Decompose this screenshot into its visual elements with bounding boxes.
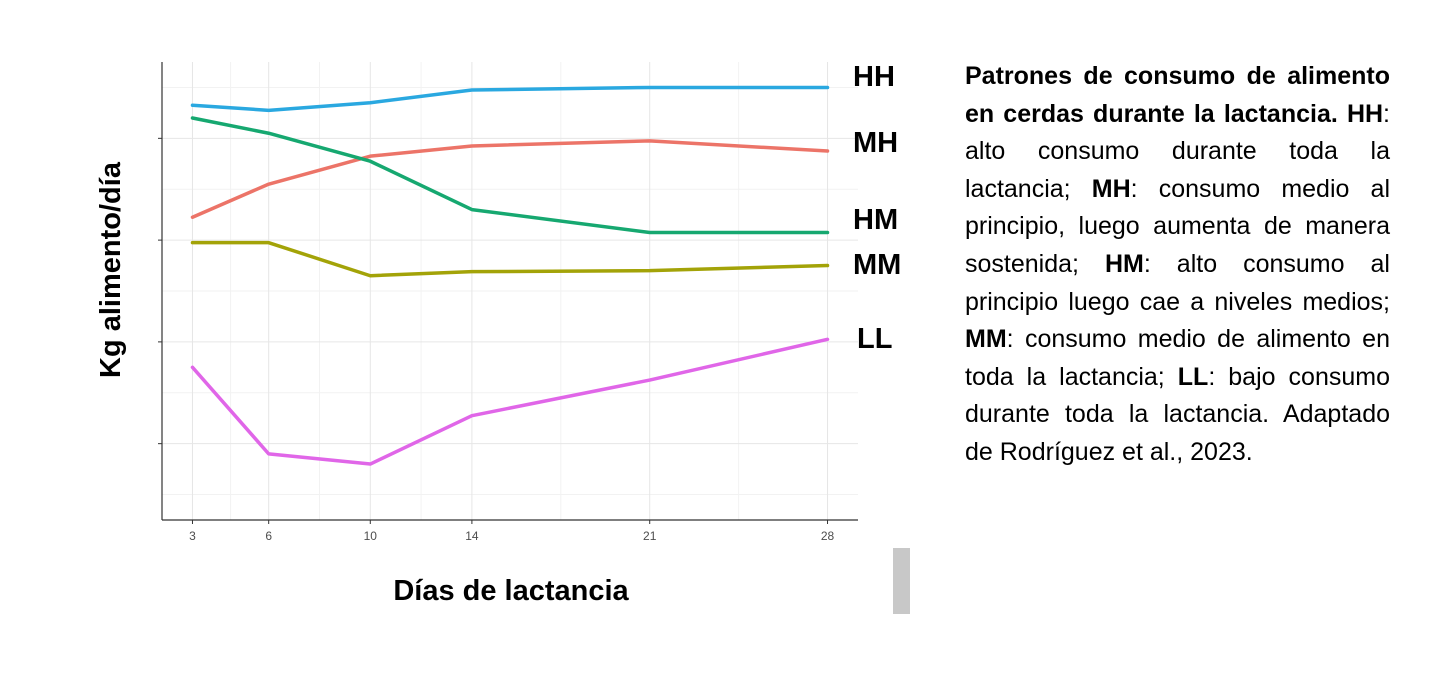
- grid-lines: [162, 62, 858, 520]
- axes: [158, 62, 858, 524]
- caption-code-hh: HH: [1346, 99, 1384, 128]
- series-line-hm: [190, 116, 830, 235]
- series-lines: [190, 85, 830, 466]
- series-label-hh: HH: [853, 61, 895, 93]
- series-label-mm: MM: [853, 249, 900, 281]
- x-tick-label: 6: [265, 529, 272, 543]
- caption-code-hm: HM: [1104, 249, 1144, 278]
- figure-caption: Patrones de consumo de alimento en cerda…: [965, 58, 1390, 472]
- caption-title: Patrones de consumo de alimento en cerda…: [965, 62, 1390, 128]
- caption-text-hm: : alto consumo al principio luego cae a …: [965, 249, 1390, 316]
- x-tick-label: 3: [189, 529, 196, 543]
- x-axis-title: Días de lactancia: [393, 575, 629, 607]
- x-tick-label: 14: [465, 529, 479, 543]
- x-tick-label: 21: [643, 529, 657, 543]
- caption-text-mm: : consumo medio de alimento en toda la l…: [965, 325, 1390, 391]
- caption-items: HH: alto consumo durante toda la lactanc…: [965, 100, 1390, 429]
- series-label-mh: MH: [853, 127, 898, 159]
- series-line-mh: [190, 139, 830, 219]
- caption-code-mh: MH: [1091, 174, 1131, 203]
- caption-source: Adaptado de Rodríguez et al., 2023.: [965, 400, 1390, 466]
- gray-bar-decoration: [893, 548, 910, 614]
- caption-text-hh: : alto consumo durante toda la lactancia…: [965, 99, 1390, 203]
- x-tick-label: 10: [364, 529, 378, 543]
- series-label-hm: HM: [853, 204, 898, 236]
- series-line-ll: [190, 337, 830, 466]
- series-line-mm: [190, 240, 830, 278]
- series-label-ll: LL: [857, 323, 892, 355]
- series-line-hh: [190, 85, 830, 113]
- series-labels: HH MH HM MM LL: [853, 61, 900, 355]
- x-tick-label: 28: [821, 529, 835, 543]
- x-tick-labels: 3 6 10 14 21 28: [189, 529, 834, 543]
- caption-text-mh: : consumo medio al principio, luego aume…: [965, 174, 1391, 278]
- caption-code-mm: MM: [965, 325, 1007, 354]
- caption-text-ll: : bajo consumo durante toda la lactancia…: [965, 362, 1390, 429]
- y-axis-title: Kg alimento/día: [95, 161, 127, 378]
- caption-code-ll: LL: [1177, 362, 1209, 391]
